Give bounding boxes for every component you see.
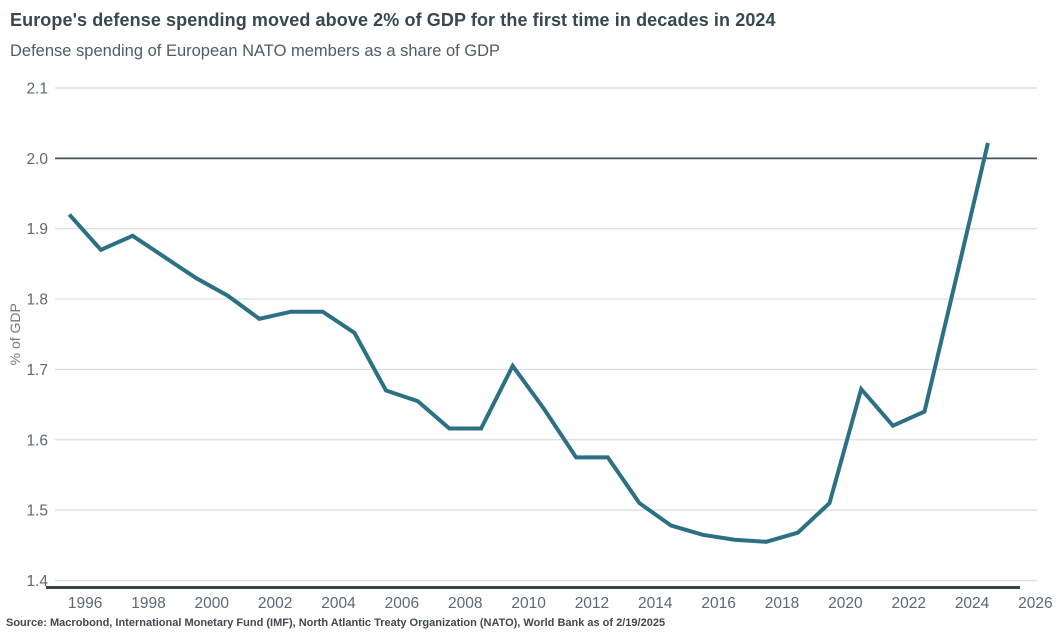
- y-tick-label: 1.4: [26, 573, 48, 590]
- y-gridlines: [55, 87, 1037, 582]
- x-tick-label: 2014: [638, 595, 673, 612]
- x-tick-label: 2020: [828, 595, 863, 612]
- y-axis-title: % of GDP: [7, 303, 23, 365]
- x-tick-label: 2008: [448, 595, 482, 612]
- x-tick-label: 1998: [131, 595, 165, 612]
- chart-subtitle: Defense spending of European NATO member…: [10, 42, 501, 60]
- chart-title: Europe's defense spending moved above 2%…: [10, 10, 776, 30]
- x-tick-label: 2018: [765, 595, 799, 612]
- x-tick-label: 2004: [321, 595, 356, 612]
- x-axis-baseline: [46, 586, 1020, 589]
- y-tick-label: 2.1: [26, 81, 48, 98]
- x-tick-label: 2026: [1018, 595, 1052, 612]
- x-tick-labels: 1996 1998 2000 2002 2004 2006 2008 2010 2012 2014…: [68, 595, 1053, 612]
- x-tick-label: 2010: [511, 595, 546, 612]
- y-tick-label: 1.6: [26, 432, 48, 449]
- defense-spending-line-series: [67, 142, 990, 544]
- y-tick-label: 1.8: [26, 292, 48, 309]
- x-tick-label: 2002: [258, 595, 292, 612]
- x-tick-label: 2022: [891, 595, 925, 612]
- source-note: Source: Macrobond, International Monetar…: [6, 617, 666, 629]
- y-tick-label: 1.5: [26, 503, 48, 520]
- y-tick-labels: 2.1 2.0 1.9 1.8 1.7 1.6 1.5 1.4: [26, 81, 48, 591]
- x-tick-label: 2016: [701, 595, 735, 612]
- x-tick-label: 2006: [385, 595, 419, 612]
- y-tick-label: 1.7: [26, 362, 48, 379]
- y-tick-label: 1.9: [26, 221, 48, 238]
- x-tick-label: 1996: [68, 595, 102, 612]
- x-tick-label: 2000: [195, 595, 230, 612]
- x-tick-label: 2024: [955, 595, 990, 612]
- y-tick-label: 2.0: [26, 151, 48, 168]
- x-tick-label: 2012: [575, 595, 609, 612]
